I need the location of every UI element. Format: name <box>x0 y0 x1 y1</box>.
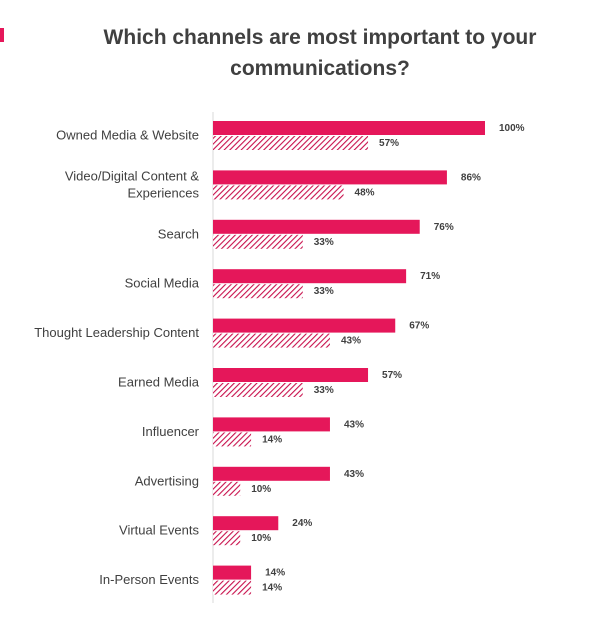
bar-secondary-social-media <box>213 284 303 299</box>
bar-secondary-influencer <box>213 432 252 447</box>
bar-secondary-search <box>213 234 303 249</box>
value-label-primary-social-media: 71% <box>420 271 440 282</box>
bar-secondary-earned-media <box>213 383 303 397</box>
category-label-influencer: Influencer <box>142 424 200 439</box>
bar-primary-thought-leadership-content <box>213 318 396 333</box>
bar-primary-search <box>213 219 420 234</box>
value-label-primary-advertising: 43% <box>344 469 364 480</box>
bar-primary-earned-media <box>213 368 369 382</box>
category-label-search: Search <box>158 226 199 241</box>
category-label-social-media: Social Media <box>125 276 200 291</box>
value-label-primary-thought-leadership-content: 67% <box>409 321 429 332</box>
bar-primary-owned-media-website <box>213 121 485 135</box>
bar-secondary-owned-media-website <box>213 136 369 150</box>
value-label-secondary-thought-leadership-content: 43% <box>341 336 361 347</box>
bar-secondary-in-person-events <box>213 580 252 595</box>
value-label-secondary-social-media: 33% <box>314 286 334 297</box>
bar-primary-video-digital-content-experiences <box>213 170 447 185</box>
bar-primary-advertising <box>213 466 330 481</box>
category-label-video-digital-content-experiences: Video/Digital Content & Experiences <box>65 168 200 200</box>
value-label-primary-in-person-events: 14% <box>265 568 285 579</box>
value-label-secondary-virtual-events: 10% <box>251 533 271 544</box>
value-label-secondary-earned-media: 33% <box>314 385 334 396</box>
value-label-primary-earned-media: 57% <box>382 370 402 381</box>
value-label-primary-video-digital-content-experiences: 86% <box>461 172 481 183</box>
value-label-secondary-search: 33% <box>314 237 334 248</box>
value-label-primary-virtual-events: 24% <box>292 518 312 529</box>
value-label-secondary-advertising: 10% <box>251 484 271 495</box>
value-label-primary-owned-media-website: 100% <box>499 123 525 134</box>
category-label-in-person-events: In-Person Events <box>99 572 199 587</box>
bar-primary-influencer <box>213 417 330 432</box>
value-label-secondary-video-digital-content-experiences: 48% <box>355 187 375 198</box>
edge-accent-mark <box>0 28 4 42</box>
category-label-earned-media: Earned Media <box>118 375 200 390</box>
bar-primary-in-person-events <box>213 565 252 580</box>
bar-secondary-thought-leadership-content <box>213 333 330 348</box>
value-label-secondary-owned-media-website: 57% <box>379 138 399 149</box>
chart-title: Which channels are most important to you… <box>103 26 537 80</box>
category-label-owned-media-website: Owned Media & Website <box>56 128 199 143</box>
bar-primary-virtual-events <box>213 516 279 531</box>
category-label-advertising: Advertising <box>135 473 199 488</box>
value-label-secondary-in-person-events: 14% <box>262 583 282 594</box>
bar-primary-social-media <box>213 269 407 284</box>
value-label-primary-influencer: 43% <box>344 419 364 430</box>
category-label-thought-leadership-content: Thought Leadership Content <box>34 325 199 340</box>
value-label-primary-search: 76% <box>434 222 454 233</box>
value-label-secondary-influencer: 14% <box>262 434 282 445</box>
bar-secondary-virtual-events <box>213 531 241 546</box>
bar-secondary-advertising <box>213 481 241 496</box>
category-label-virtual-events: Virtual Events <box>119 523 199 538</box>
bar-secondary-video-digital-content-experiences <box>213 185 344 200</box>
